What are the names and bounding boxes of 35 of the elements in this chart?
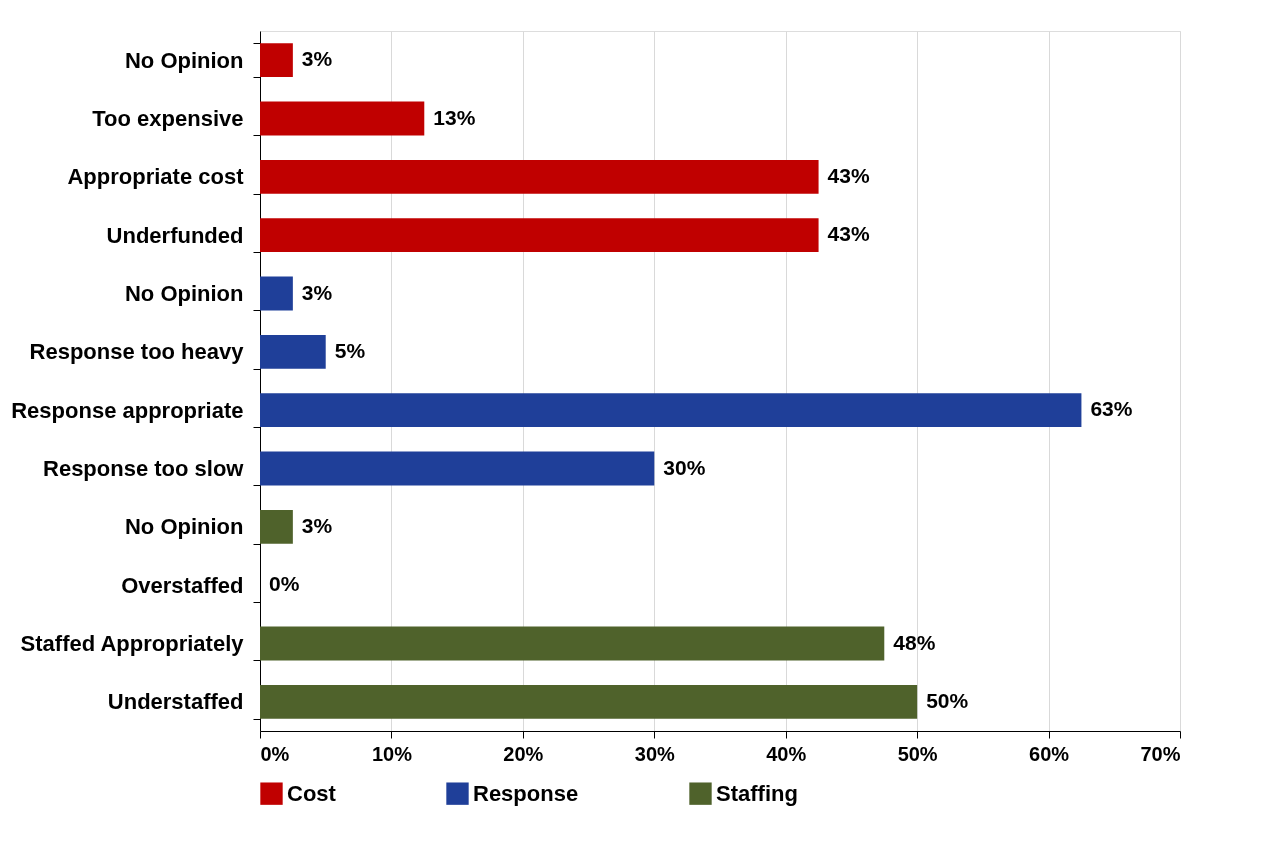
y-tick-label: Understaffed	[107, 689, 244, 715]
y-tick-label: Underfunded	[106, 222, 244, 248]
data-label: 13%	[433, 105, 476, 129]
data-label: 48%	[893, 630, 936, 654]
x-tick-label: 50%	[897, 742, 938, 765]
x-tick-label: 70%	[1140, 742, 1181, 765]
x-tick-label: 10%	[371, 742, 413, 765]
y-tick-label: No Opinion	[124, 47, 244, 73]
y-tick-label: Response too slow	[43, 456, 245, 481]
data-label: 50%	[926, 688, 969, 712]
x-tick-label: 20%	[503, 742, 544, 765]
legend-label: Response	[473, 780, 579, 806]
data-label: 30%	[663, 455, 706, 479]
x-tick-label: 0%	[260, 742, 290, 765]
x-tick-label: 40%	[766, 742, 807, 765]
data-label: 3%	[301, 280, 333, 304]
y-tick-label: Staffed Appropriately	[20, 631, 245, 656]
y-tick-label: Response too heavy	[29, 339, 245, 365]
y-tick-label: Response appropriate	[11, 397, 244, 423]
legend-label: Cost	[287, 780, 337, 806]
data-label: 43%	[827, 163, 870, 187]
data-label: 3%	[301, 513, 333, 537]
y-tick-label: Too expensive	[92, 106, 244, 131]
y-tick-label: Overstaffed	[121, 572, 244, 598]
y-tick-label: No Opinion	[124, 514, 244, 540]
x-tick-label: 30%	[634, 742, 676, 765]
x-tick-label: 60%	[1029, 742, 1070, 765]
data-label: 0%	[269, 572, 300, 596]
legend-label: Staffing	[716, 780, 798, 806]
data-label: 63%	[1090, 397, 1133, 421]
data-label: 43%	[827, 222, 870, 246]
data-label: 3%	[301, 47, 333, 71]
y-tick-label: No Opinion	[124, 281, 244, 306]
data-label: 5%	[334, 338, 366, 362]
y-tick-label: Appropriate cost	[67, 164, 245, 190]
